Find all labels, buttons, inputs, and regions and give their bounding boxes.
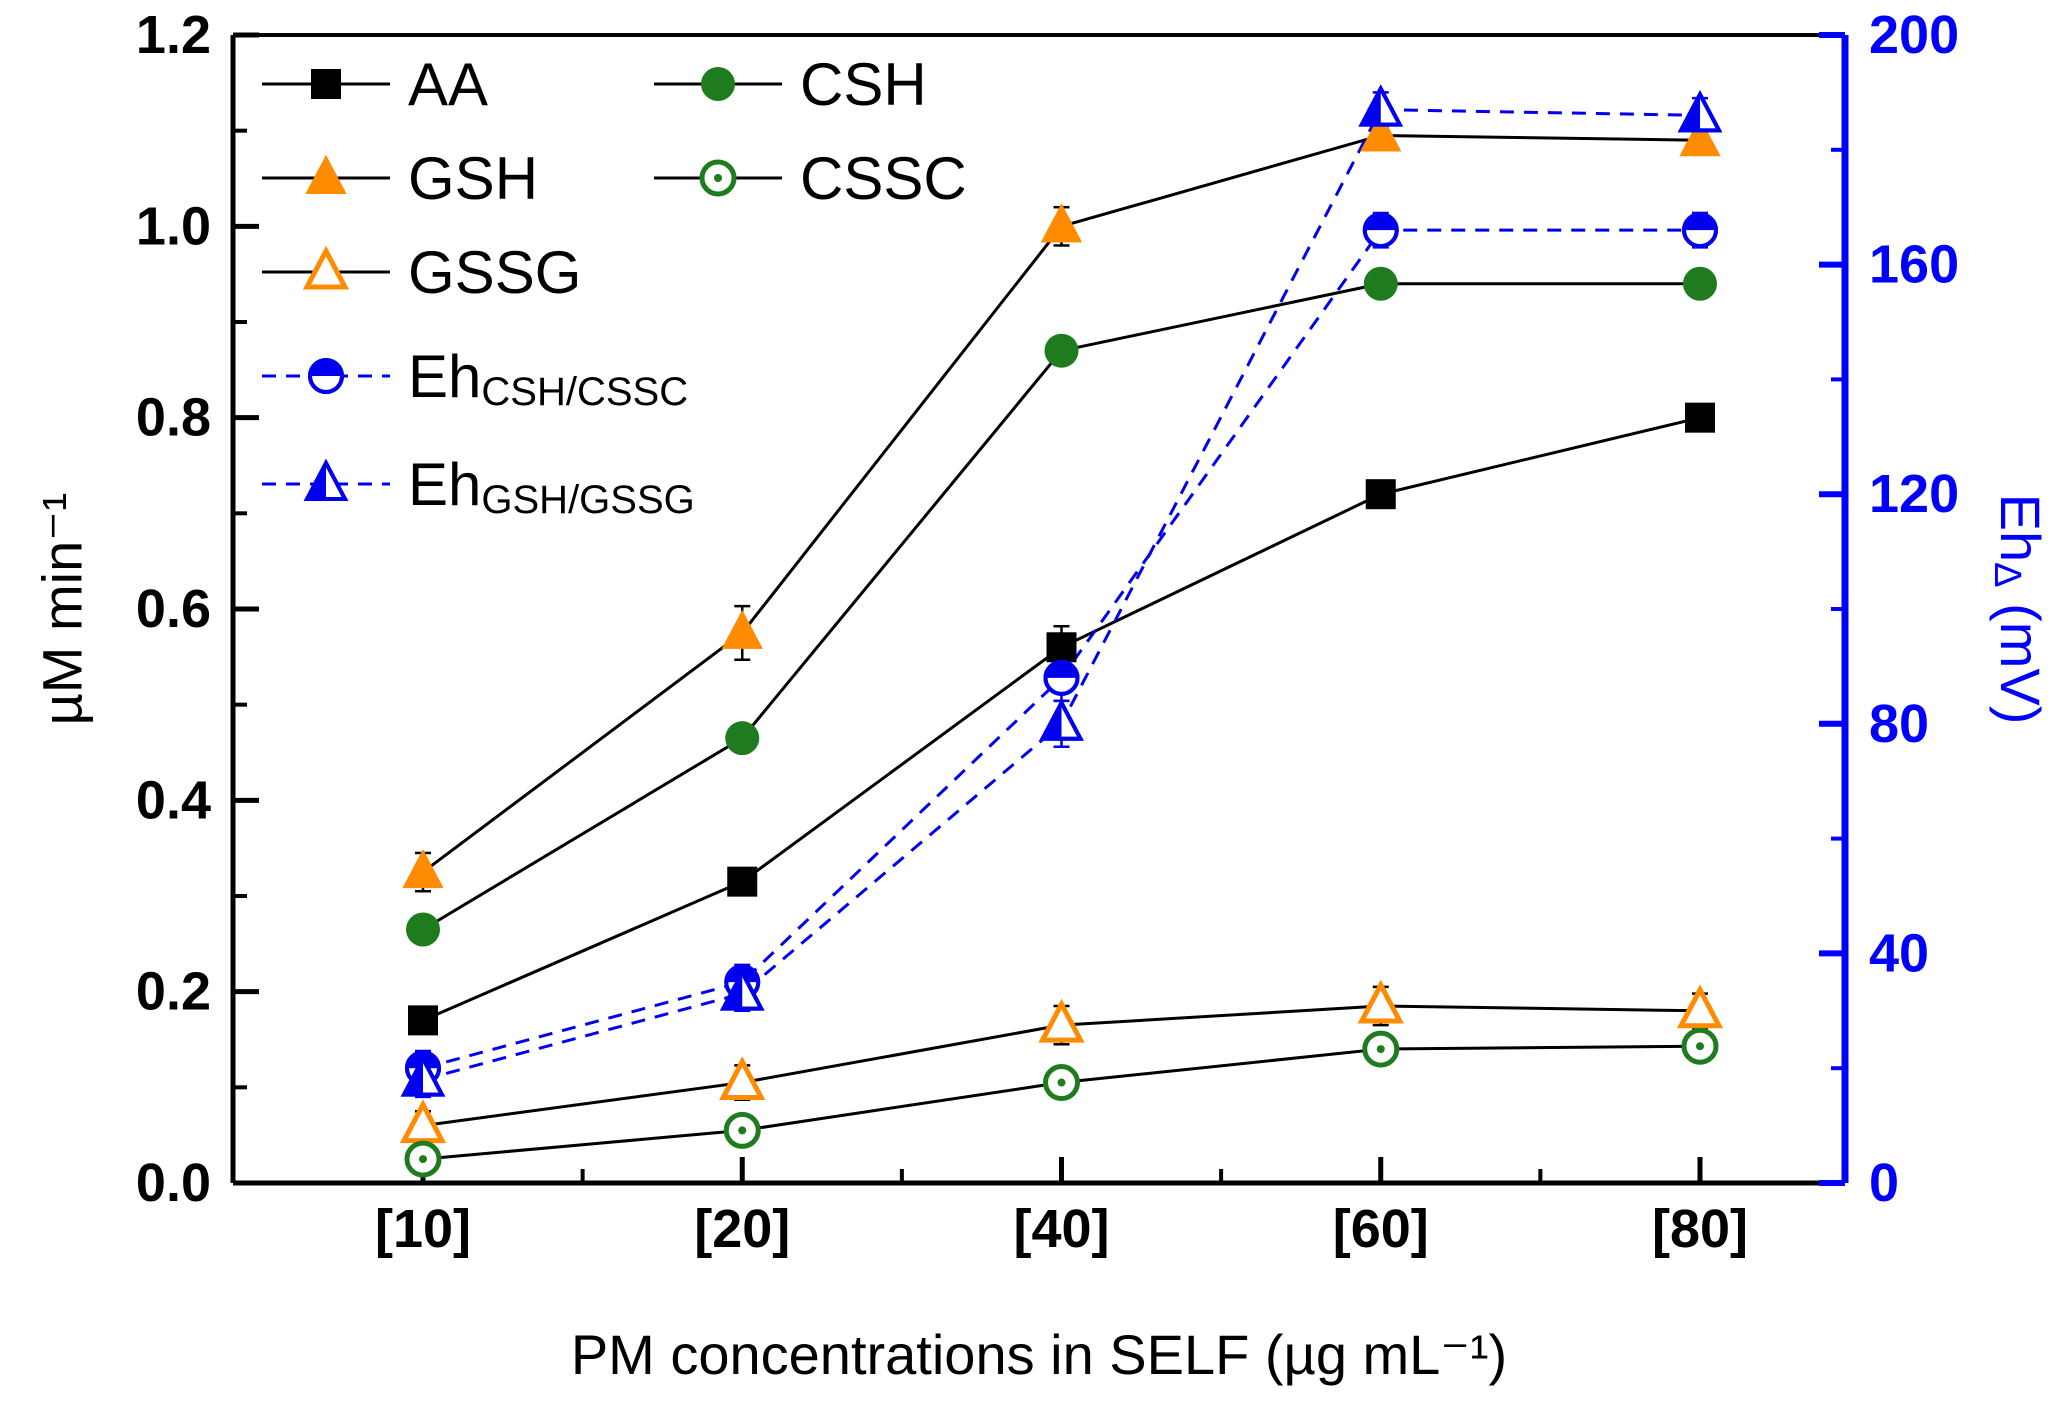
svg-text:1.2: 1.2	[136, 5, 211, 65]
svg-text:[80]: [80]	[1652, 1199, 1748, 1259]
svg-text:0.2: 0.2	[136, 962, 211, 1022]
svg-text:µM min⁻¹: µM min⁻¹	[31, 493, 94, 726]
svg-text:40: 40	[1869, 923, 1929, 983]
svg-text:GSH: GSH	[408, 145, 538, 212]
svg-text:CSH: CSH	[800, 51, 927, 118]
svg-text:AA: AA	[408, 51, 488, 118]
svg-text:200: 200	[1869, 5, 1959, 65]
svg-text:120: 120	[1869, 464, 1959, 524]
svg-text:CSSC: CSSC	[800, 145, 967, 212]
svg-text:[20]: [20]	[694, 1199, 790, 1259]
svg-text:[40]: [40]	[1013, 1199, 1109, 1259]
svg-text:0.0: 0.0	[136, 1153, 211, 1213]
svg-text:80: 80	[1869, 694, 1929, 754]
svg-text:0.4: 0.4	[136, 770, 211, 830]
svg-text:GSSG: GSSG	[408, 239, 581, 306]
svg-text:0: 0	[1869, 1153, 1899, 1213]
svg-text:160: 160	[1869, 235, 1959, 295]
svg-text:0.6: 0.6	[136, 579, 211, 639]
svg-text:[10]: [10]	[375, 1199, 471, 1259]
svg-text:[60]: [60]	[1333, 1199, 1429, 1259]
svg-text:PM concentrations in SELF (µg: PM concentrations in SELF (µg mL⁻¹)	[571, 1323, 1507, 1386]
svg-text:EhGSH/GSSG: EhGSH/GSSG	[408, 451, 695, 523]
svg-text:EhCSH/CSSC: EhCSH/CSSC	[408, 343, 688, 415]
svg-text:0.8: 0.8	[136, 388, 211, 448]
svg-text:EhΔ (mV): EhΔ (mV)	[1986, 494, 2053, 725]
svg-text:1.0: 1.0	[136, 196, 211, 256]
